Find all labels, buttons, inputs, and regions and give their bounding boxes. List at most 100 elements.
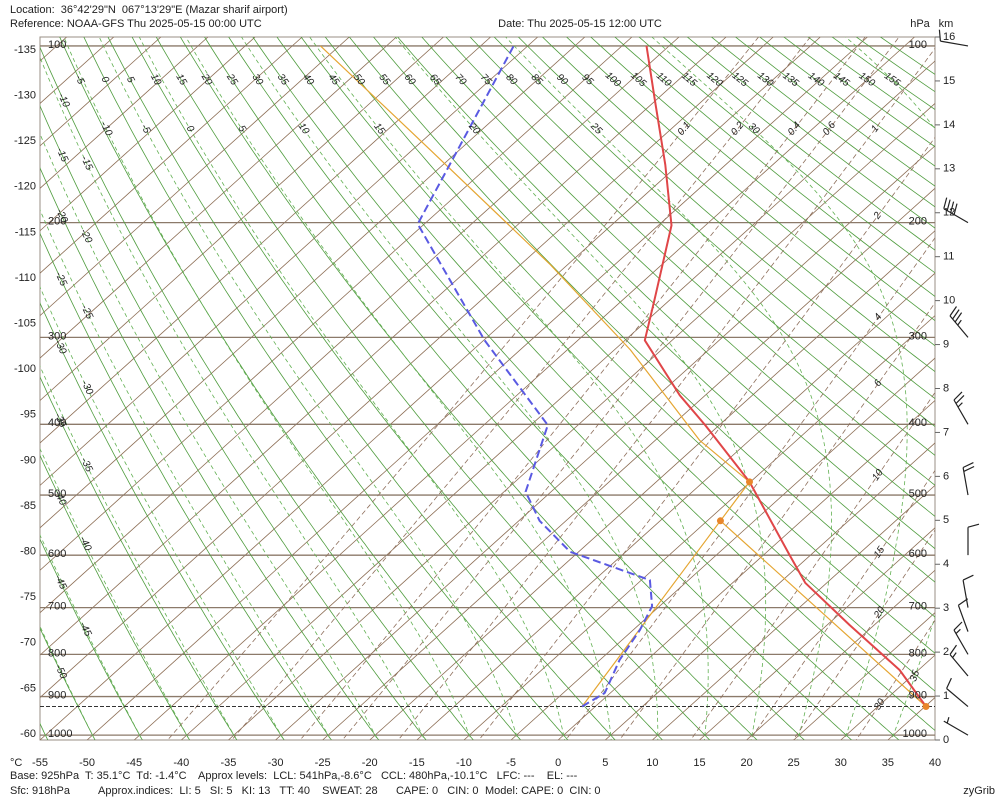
isotherm <box>557 399 935 740</box>
moist-adiabat <box>40 365 238 740</box>
pressure-label-right: 1000 <box>903 728 927 740</box>
x-tick-label: 35 <box>882 757 894 769</box>
mixing-ratio-line <box>167 37 760 740</box>
km-tick-label: 4 <box>943 558 949 570</box>
wind-barb <box>943 717 969 736</box>
moist-adiabat <box>40 534 143 740</box>
dry-adiabat <box>40 302 285 740</box>
km-tick-label: 2 <box>943 646 949 658</box>
footer-base: Base: 925hPa T: 35.1°C Td: -1.4°C <box>10 770 187 782</box>
mixing-ratio-line <box>749 469 935 740</box>
dry-adiabat <box>40 105 427 740</box>
isotherm <box>40 37 774 699</box>
mixing-ratio-line <box>690 391 935 740</box>
moist-adiabat <box>651 37 908 740</box>
isotherm <box>652 484 935 740</box>
moist-adiabat <box>98 37 519 740</box>
left-tick-label: -65 <box>20 682 36 694</box>
mixing-ratio-label: 6 <box>872 378 884 389</box>
isotherm <box>40 37 538 486</box>
pressure-label-left: 800 <box>48 647 66 659</box>
wind-barb <box>938 29 969 47</box>
moist-adiabat <box>309 37 709 740</box>
grid <box>40 37 935 740</box>
dry-adiabat <box>276 37 935 731</box>
x-tick-label: -35 <box>220 757 236 769</box>
dry-adiabat <box>228 37 853 740</box>
level-marker <box>922 703 930 711</box>
plot-area <box>39 36 936 741</box>
dry-adiabat <box>493 37 935 427</box>
moist-adiabat-label: 5 <box>235 124 247 135</box>
isotherm <box>228 102 935 740</box>
pressure-label-left: 300 <box>48 330 66 342</box>
isotherm <box>40 37 633 571</box>
profiles <box>40 45 935 708</box>
left-tick-label: -110 <box>15 272 36 284</box>
dry-adiabat <box>59 37 522 740</box>
dry-adiabat <box>373 37 935 583</box>
date: Date: Thu 2025-05-15 12:00 UTC <box>498 18 662 30</box>
left-tick-label: -135 <box>14 44 36 56</box>
x-tick-label: -10 <box>456 757 472 769</box>
isotherm <box>369 230 935 740</box>
wind-barb <box>957 598 969 632</box>
x-tick-label: 20 <box>740 757 752 769</box>
dry-adiabat <box>541 37 935 373</box>
isotherm <box>793 612 935 740</box>
mixing-ratio-line <box>231 37 811 740</box>
left-tick-label: -90 <box>20 454 36 466</box>
dewpoint-line <box>416 45 654 708</box>
wind-barb <box>943 197 969 224</box>
wind-barb <box>962 462 975 496</box>
x-tick-label: -20 <box>362 757 378 769</box>
dry-adiabat <box>445 37 935 486</box>
dry-adiabat <box>614 37 935 297</box>
pressure-label-left: 100 <box>48 39 66 51</box>
pressure-label-right: 600 <box>909 548 927 560</box>
x-tick-label: -55 <box>32 757 48 769</box>
x-tick-label: 25 <box>788 757 800 769</box>
credit: zyGrib <box>963 785 995 797</box>
pressure-label-left: 1000 <box>48 728 72 740</box>
dry-adiabat <box>252 37 900 740</box>
km-tick-label: 7 <box>943 426 949 438</box>
footer-levels: Approx levels: LCL: 541hPa,-8.6°C CCL: 4… <box>198 770 578 782</box>
dry-adiabat <box>131 37 663 740</box>
pressure-label-right: 700 <box>909 601 927 613</box>
pressure-label-left: 900 <box>48 689 66 701</box>
footer-sfc: Sfc: 918hPa <box>10 785 71 797</box>
mixing-ratio-label: 1 <box>869 123 881 134</box>
isotherm <box>40 37 209 189</box>
isotherm <box>40 37 397 359</box>
isotherm <box>40 37 256 232</box>
x-tick-label: -5 <box>506 757 516 769</box>
wind-barb <box>953 391 969 425</box>
wind-barb <box>967 523 980 556</box>
pressure-label-right: 100 <box>909 39 927 51</box>
wind-barb <box>949 306 969 338</box>
x-tick-label: -25 <box>315 757 331 769</box>
isotherm <box>699 527 935 740</box>
dry-adiabat-label: 0 <box>99 75 112 85</box>
left-tick-label: -60 <box>20 728 36 740</box>
left-tick-label: -95 <box>20 409 36 421</box>
x-tick-label: -45 <box>126 757 142 769</box>
isotherm <box>746 569 935 740</box>
pressure-label-right: 300 <box>909 330 927 342</box>
dry-adiabat <box>40 376 238 740</box>
left-tick-label: -120 <box>14 181 36 193</box>
km-tick-label: 15 <box>943 75 955 87</box>
dry-adiabat <box>40 46 474 740</box>
dry-adiabat <box>590 37 935 322</box>
mixing-ratio-line <box>341 37 900 740</box>
left-tick-label: -85 <box>20 500 36 512</box>
left-tick-label: -125 <box>14 135 36 147</box>
km-tick-label: 12 <box>943 207 955 219</box>
left-tick-label: -80 <box>20 546 36 558</box>
x-tick-label: 5 <box>602 757 608 769</box>
isotherm <box>510 357 935 740</box>
km-tick-label: 11 <box>943 251 954 263</box>
parcel-line <box>320 45 927 707</box>
pressure-unit: hPa <box>910 18 930 30</box>
